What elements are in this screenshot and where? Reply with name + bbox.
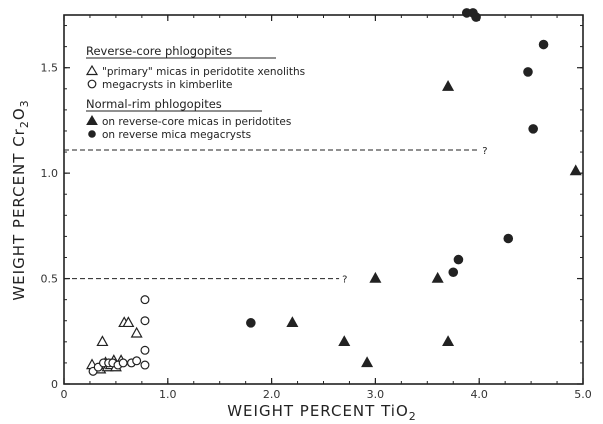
- reference-line-label: ?: [342, 275, 347, 286]
- filled-circle-point: [538, 39, 549, 50]
- y-tick-label: 1.5: [41, 62, 59, 75]
- x-tick-label: 0: [61, 388, 68, 401]
- legend-marker-filled-circle: [88, 130, 96, 138]
- open-circle-point: [140, 345, 150, 355]
- x-tick-label: 2.0: [263, 388, 281, 401]
- x-tick-label: 1.0: [159, 388, 177, 401]
- y-axis-ticks: 0 0.5 1.0 1.5: [41, 25, 583, 391]
- filled-circle-point: [503, 233, 514, 244]
- filled-circle-point: [528, 124, 538, 134]
- x-axis-ticks: 0 1.0 2.0 3.0 4.0 5.0: [61, 15, 592, 401]
- filled-triangle-point: [442, 335, 455, 347]
- legend-marker-open-triangle: [85, 64, 99, 76]
- legend-label-megacrysts: megacrysts in kimberlite: [102, 79, 232, 91]
- reference-line-label: ?: [482, 146, 487, 157]
- open-circle-point: [140, 360, 150, 370]
- open-triangle-point: [130, 326, 143, 338]
- legend-label-primary-micas: "primary" micas in peridotite xenoliths: [102, 66, 305, 78]
- open-circle-point: [140, 295, 150, 305]
- y-tick-label: 0.5: [41, 273, 59, 286]
- legend-heading-normal-rim: Normal-rim phlogopites: [86, 97, 222, 111]
- filled-triangle-point: [338, 335, 351, 347]
- y-tick-label: 0: [51, 378, 58, 391]
- data-points: [86, 8, 582, 376]
- legend: Reverse-core phlogopites "primary" micas…: [85, 44, 305, 141]
- x-axis-label: WEIGHT PERCENT TiO2: [227, 402, 417, 423]
- legend-heading-reverse-core: Reverse-core phlogopites: [86, 44, 232, 58]
- x-tick-label: 5.0: [574, 388, 592, 401]
- y-axis-label: WEIGHT PERCENT Cr2O3: [10, 99, 31, 300]
- filled-triangle-point: [442, 80, 455, 91]
- x-tick-label: 3.0: [367, 388, 385, 401]
- filled-circle-point: [448, 267, 459, 278]
- open-circle-point: [118, 358, 128, 368]
- legend-label-mica-megacryst-rims: on reverse mica megacrysts: [102, 129, 251, 141]
- filled-triangle-point: [361, 356, 374, 368]
- legend-marker-open-circle: [87, 79, 97, 89]
- filled-circle-point: [471, 12, 481, 22]
- open-triangle-point: [96, 335, 109, 347]
- open-circle-point: [140, 316, 150, 326]
- filled-triangle-point: [569, 164, 582, 176]
- filled-triangle-point: [286, 316, 299, 328]
- open-circle-point: [132, 356, 142, 366]
- filled-circle-point: [523, 67, 533, 77]
- filled-circle-point: [453, 254, 464, 265]
- x-tick-label: 4.0: [470, 388, 488, 401]
- legend-label-reverse-core-rims: on reverse-core micas in peridotites: [102, 116, 291, 128]
- filled-triangle-point: [431, 271, 444, 283]
- filled-triangle-point: [369, 271, 382, 283]
- reference-lines: ??: [64, 146, 488, 286]
- legend-marker-filled-triangle: [86, 115, 98, 125]
- filled-circle-point: [246, 318, 256, 328]
- y-tick-label: 1.0: [41, 167, 59, 180]
- open-triangle-point: [122, 316, 135, 328]
